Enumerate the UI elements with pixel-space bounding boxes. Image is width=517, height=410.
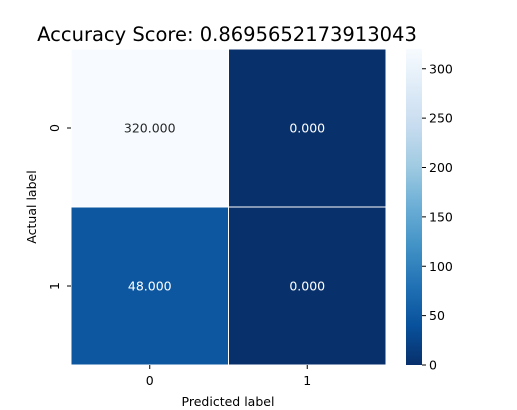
cell-value-label: 0.000: [289, 121, 325, 136]
heatmap-cell: [70, 206, 229, 366]
cell-value-label: 0.000: [289, 279, 325, 294]
colorbar-gradient: [406, 49, 422, 365]
y-tick-label: 1: [47, 282, 62, 290]
colorbar-tick-label: 100: [429, 259, 453, 274]
heatmap-cells: 320.000 0.000 48.000 0.000: [70, 48, 387, 366]
colorbar-tick-label: 300: [429, 61, 453, 76]
cell-value-label: 320.000: [124, 121, 176, 136]
colorbar-ticks: 0 50 100 150 200 250 300: [422, 61, 453, 373]
chart-title: Accuracy Score: 0.8695652173913043: [37, 23, 417, 46]
colorbar-tick-label: 250: [429, 111, 453, 126]
cell-value-label: 48.000: [128, 279, 172, 294]
x-axis-label: Predicted label: [182, 394, 275, 409]
heatmap-cell: [228, 206, 387, 366]
colorbar-tick-label: 0: [429, 358, 437, 373]
colorbar-tick-label: 150: [429, 209, 453, 224]
y-tick-label: 0: [47, 124, 62, 132]
colorbar: 0 50 100 150 200 250 300: [406, 49, 453, 373]
heatmap-cell: [228, 48, 387, 208]
y-axis-ticks: 01: [47, 124, 71, 290]
heatmap-cell: [70, 48, 229, 208]
x-tick-label: 1: [303, 373, 311, 388]
x-tick-label: 0: [146, 373, 154, 388]
y-axis-label: Actual label: [24, 170, 39, 243]
colorbar-tick-label: 200: [429, 160, 453, 175]
colorbar-tick-label: 50: [429, 308, 445, 323]
